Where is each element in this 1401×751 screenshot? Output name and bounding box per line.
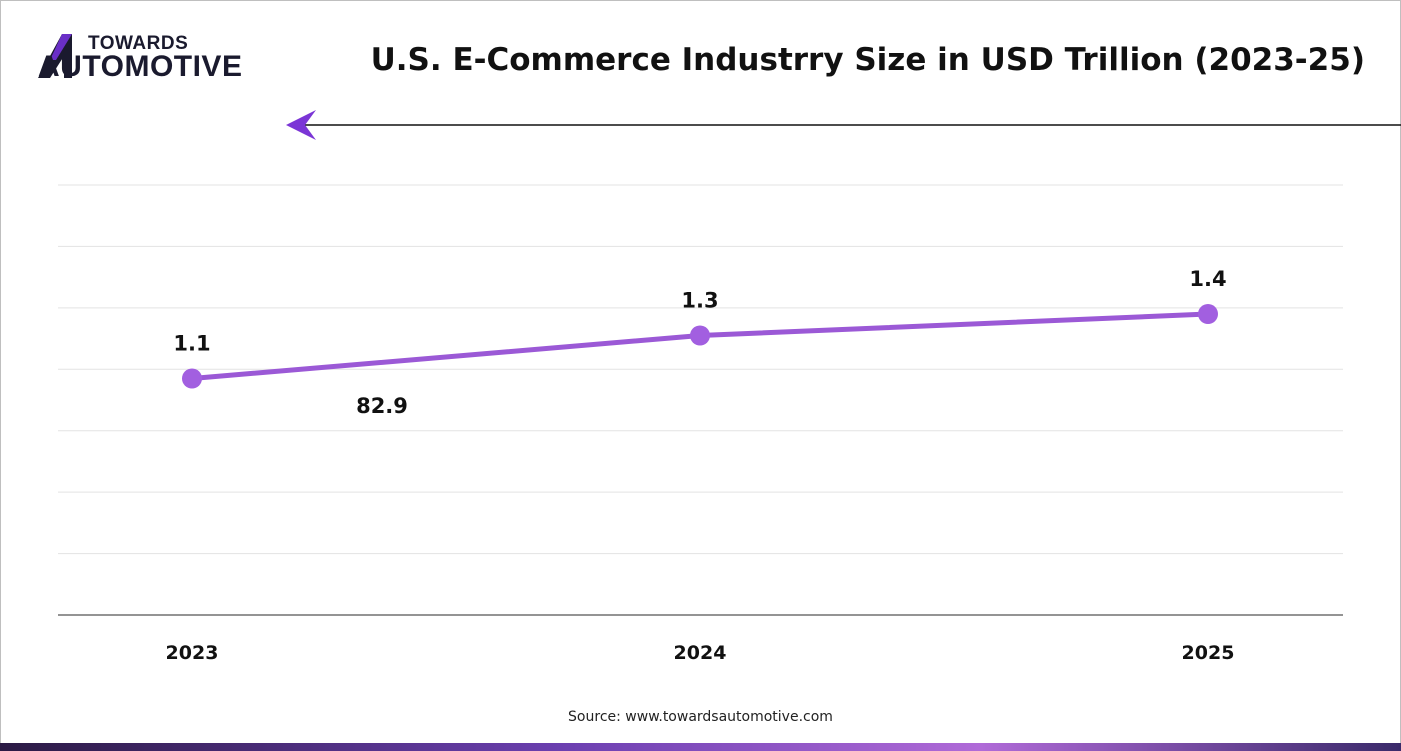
data-point-2023: [182, 368, 202, 389]
chart-title: U.S. E-Commerce Industrry Size in USD Tr…: [370, 42, 1365, 78]
data-label-2023: 1.1: [173, 332, 210, 356]
source-note: Source: www.towardsautomotive.com: [568, 709, 833, 725]
arrow-left-icon: [286, 110, 316, 140]
logo-line2: AUTOMOTIVE: [38, 50, 243, 83]
x-tick-labels: 2023 2024 2025: [166, 642, 1235, 664]
brand-logo: TOWARDS AUTOMOTIVE: [36, 30, 286, 86]
data-label-2025: 1.4: [1189, 267, 1226, 291]
x-tick-label-2023: 2023: [166, 642, 219, 664]
data-labels: 1.1 1.3 1.4: [173, 267, 1226, 356]
logo-mark-icon: [38, 34, 72, 78]
x-tick-label-2024: 2024: [674, 642, 727, 664]
logo-line1: TOWARDS: [88, 33, 189, 54]
arrow-divider: [286, 110, 1401, 140]
data-point-2024: [690, 325, 710, 346]
data-label-2024: 1.3: [681, 289, 718, 313]
grid-lines: [58, 184, 1343, 616]
x-tick-label-2025: 2025: [1182, 642, 1235, 664]
series-points: [182, 304, 1218, 389]
annotation-text: 82.9: [356, 394, 408, 418]
bottom-accent-bar: [0, 743, 1401, 751]
data-point-2025: [1198, 304, 1218, 324]
